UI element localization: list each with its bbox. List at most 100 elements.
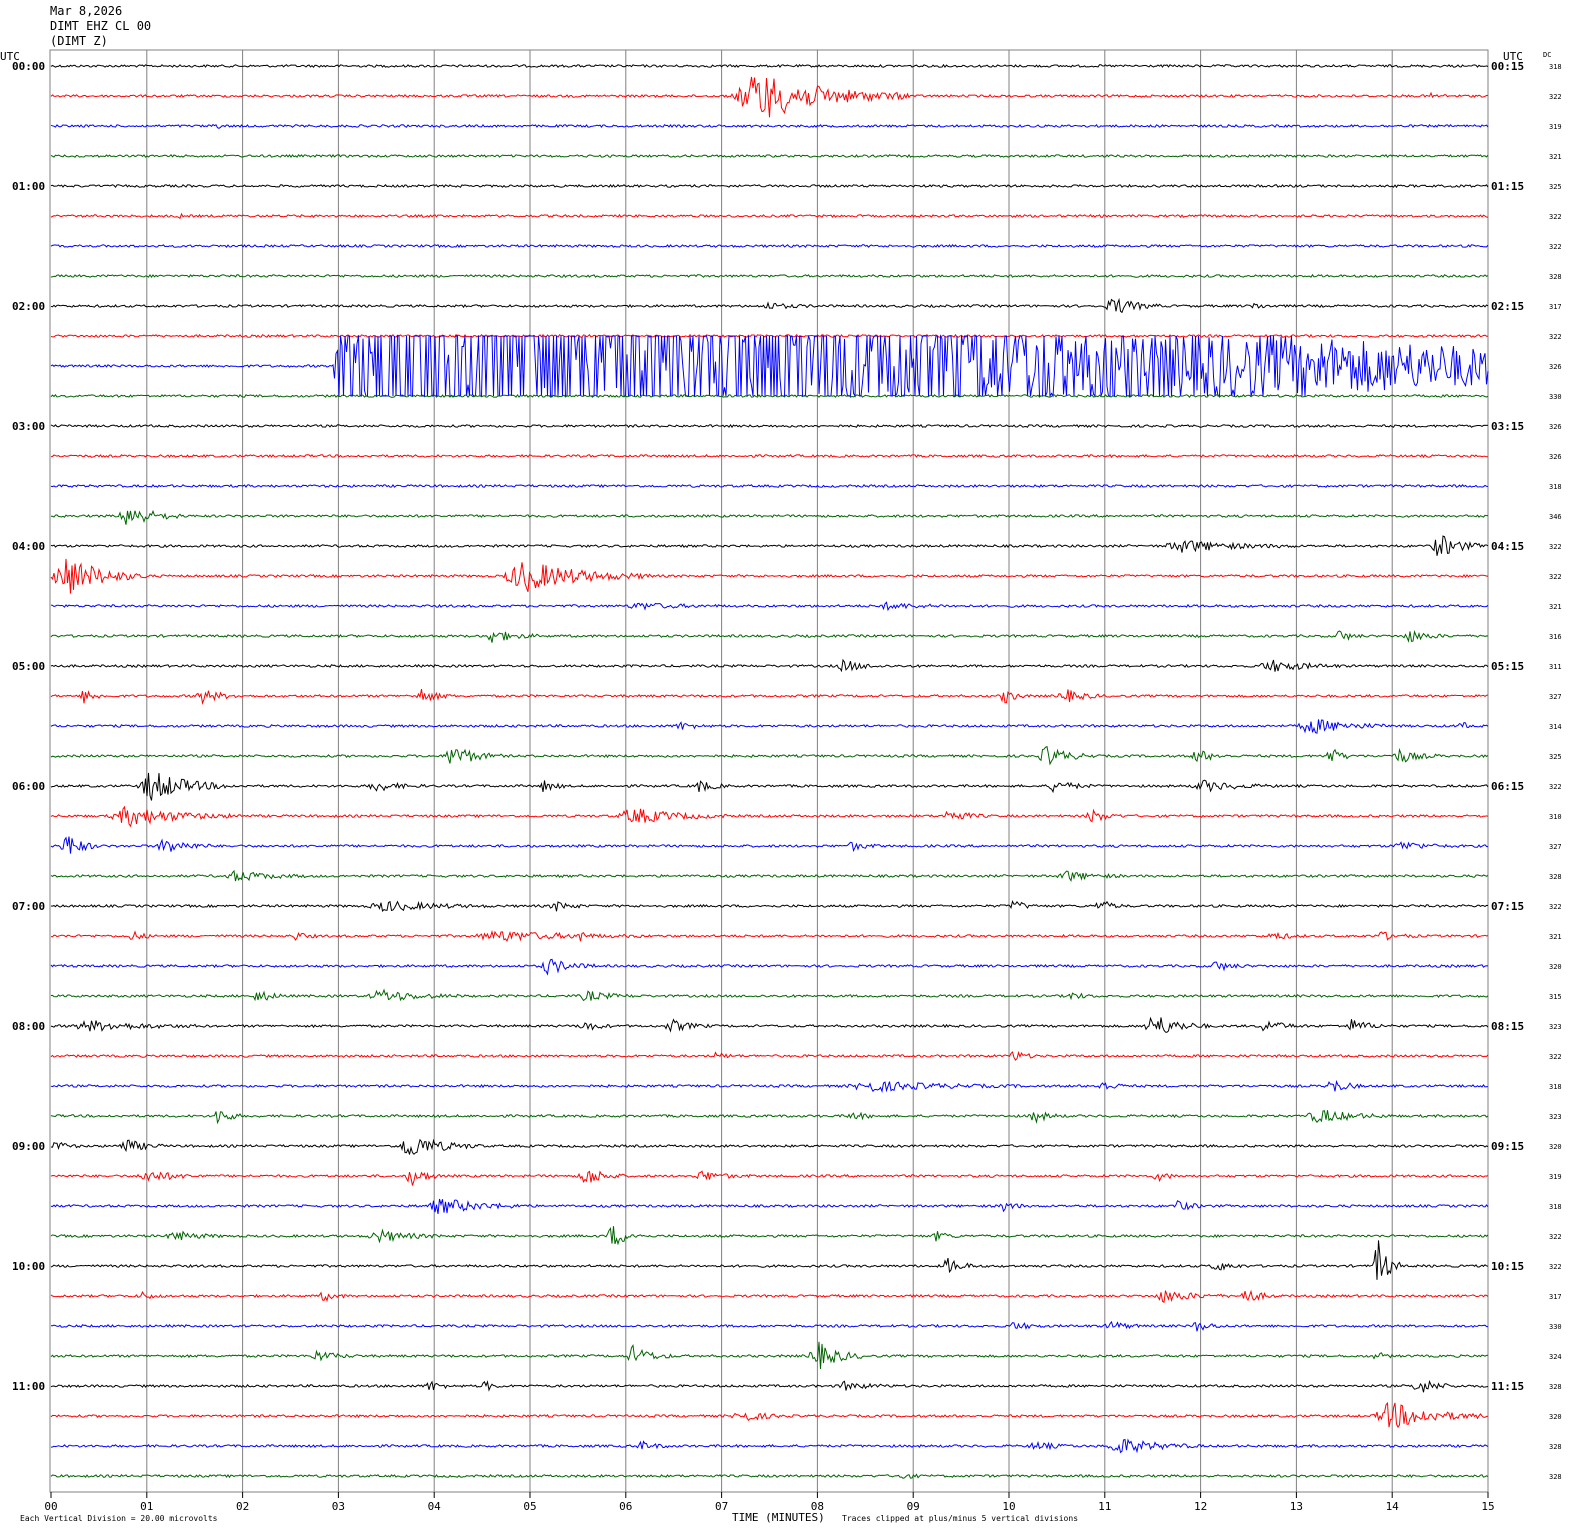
left-time-label: 01:00	[12, 180, 45, 193]
x-tick-label: 07	[715, 1500, 728, 1513]
left-time-label: 07:00	[12, 900, 45, 913]
dc-offset-value: 318	[1549, 483, 1562, 491]
trace-row-30	[50, 958, 1489, 976]
right-time-label: 02:15	[1491, 300, 1524, 313]
dc-offset-value: 315	[1549, 993, 1562, 1001]
plot-header: Mar 8,2026 DIMT EHZ CL 00 (DIMT Z)	[50, 4, 151, 48]
dc-offset-value: 330	[1549, 393, 1562, 401]
dc-offset-value: 326	[1549, 453, 1562, 461]
left-time-label: 02:00	[12, 300, 45, 313]
header-date: Mar 8,2026	[50, 4, 122, 18]
scale-note: Each Vertical Division = 20.00 microvolt…	[20, 1514, 218, 1523]
dc-offset-value: 326	[1549, 363, 1562, 371]
dc-offset-value: 330	[1549, 1323, 1562, 1331]
trace-row-26	[50, 836, 1489, 854]
dc-offset-value: 321	[1549, 603, 1562, 611]
right-time-label: 10:15	[1491, 1260, 1524, 1273]
trace-row-34	[50, 1079, 1489, 1093]
trace-row-1	[50, 76, 1489, 118]
trace-row-43	[50, 1341, 1489, 1370]
trace-row-19	[50, 629, 1489, 643]
trace-row-27	[50, 869, 1489, 882]
left-time-label: 09:00	[12, 1140, 45, 1153]
right-time-label: 03:15	[1491, 420, 1524, 433]
x-tick-label: 11	[1098, 1500, 1111, 1513]
left-time-labels: 00:00 01:00 02:00 03:00 04:00 05:00 06:00 07:00…	[12, 60, 45, 1393]
trace-row-41	[50, 1289, 1489, 1304]
x-tick-label: 09	[907, 1500, 920, 1513]
dc-offset-value: 322	[1549, 573, 1562, 581]
trace-row-2	[50, 123, 1489, 129]
trace-row-22	[50, 719, 1489, 734]
dc-offset-value: 322	[1549, 1053, 1562, 1061]
right-time-label: 04:15	[1491, 540, 1524, 553]
right-time-label: 06:15	[1491, 780, 1524, 793]
dc-offset-value: 328	[1549, 1383, 1562, 1391]
right-time-label: 01:15	[1491, 180, 1524, 193]
dc-offset-value: 326	[1549, 423, 1562, 431]
dc-offset-value: 322	[1549, 903, 1562, 911]
x-axis-ticks: 00 01 02 03 04 05 06 07 08 09 10 11 12 13 14 15	[44, 1492, 1495, 1513]
dc-offset-value: 319	[1549, 1173, 1562, 1181]
dc-offset-value: 328	[1549, 1443, 1562, 1451]
trace-row-14	[50, 483, 1489, 489]
dc-offset-value: 319	[1549, 123, 1562, 131]
trace-row-17	[50, 558, 1489, 594]
trace-row-6	[50, 243, 1489, 249]
plot-grid	[49, 49, 1489, 1493]
trace-row-21	[50, 689, 1489, 705]
dc-offset-value: 320	[1549, 963, 1562, 971]
x-tick-label: 05	[523, 1500, 536, 1513]
trace-row-8	[50, 297, 1489, 314]
dc-offset-labels: 318 322 319 321 325 322 322 328 317 322 326 330 326 3…	[1549, 63, 1562, 1481]
x-tick-label: 01	[140, 1500, 153, 1513]
trace-row-33	[50, 1051, 1489, 1061]
plot-frame	[49, 49, 1489, 1493]
left-time-label: 05:00	[12, 660, 45, 673]
dc-offset-value: 322	[1549, 1263, 1562, 1271]
left-time-label: 00:00	[12, 60, 45, 73]
dc-offset-value: 325	[1549, 753, 1562, 761]
right-time-label: 00:15	[1491, 60, 1524, 73]
dc-offset-value: 316	[1549, 633, 1562, 641]
left-time-label: 06:00	[12, 780, 45, 793]
dc-offset-value: 322	[1549, 93, 1562, 101]
x-tick-label: 14	[1386, 1500, 1400, 1513]
dc-offset-value: 322	[1549, 783, 1562, 791]
trace-row-20	[50, 658, 1489, 673]
x-tick-label: 04	[428, 1500, 442, 1513]
left-time-label: 03:00	[12, 420, 45, 433]
trace-row-32	[50, 1016, 1489, 1033]
right-time-label: 07:15	[1491, 900, 1524, 913]
dc-offset-value: 323	[1549, 1113, 1562, 1121]
trace-row-10	[50, 334, 1489, 398]
x-tick-label: 03	[332, 1500, 345, 1513]
x-tick-label: 12	[1194, 1500, 1207, 1513]
dc-offset-value: 322	[1549, 333, 1562, 341]
right-time-label: 11:15	[1491, 1380, 1524, 1393]
dc-offset-value: 318	[1549, 63, 1562, 71]
trace-row-13	[50, 454, 1489, 459]
trace-row-3	[50, 153, 1489, 158]
x-axis-title: TIME (MINUTES)	[732, 1511, 825, 1524]
x-tick-label: 06	[619, 1500, 632, 1513]
dc-offset-value: 322	[1549, 213, 1562, 221]
trace-row-29	[50, 929, 1489, 942]
clip-note: Traces clipped at plus/minus 5 vertical …	[842, 1514, 1078, 1523]
dc-offset-value: 320	[1549, 1413, 1562, 1421]
x-tick-label: 15	[1481, 1500, 1494, 1513]
dc-offset-value: 346	[1549, 513, 1562, 521]
x-tick-label: 00	[44, 1500, 57, 1513]
x-tick-label: 10	[1002, 1500, 1015, 1513]
dc-label: DC	[1543, 51, 1551, 59]
right-time-labels: 00:15 01:15 02:15 03:15 04:15 05:15 06:15 07:15…	[1491, 60, 1524, 1393]
dc-offset-value: 317	[1549, 303, 1562, 311]
right-time-label: 05:15	[1491, 660, 1524, 673]
trace-row-38	[50, 1198, 1489, 1214]
dc-offset-value: 327	[1549, 693, 1562, 701]
left-time-label: 10:00	[12, 1260, 45, 1273]
utc-right-label: UTC	[1503, 50, 1523, 63]
trace-row-15	[50, 509, 1488, 525]
x-tick-label: 02	[236, 1500, 249, 1513]
trace-row-11	[50, 393, 1489, 399]
